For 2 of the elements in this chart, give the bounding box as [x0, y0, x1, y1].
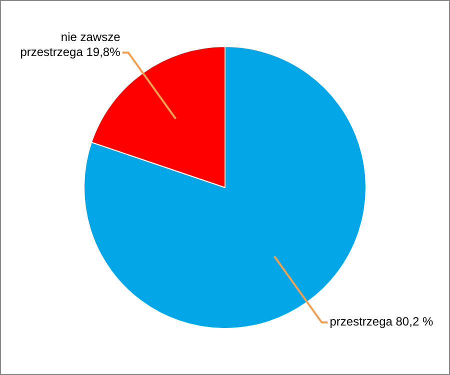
slice-label: przestrzega 80,2 % [330, 314, 434, 329]
slice-label: nie zawsze przestrzega 19,8% [20, 30, 121, 59]
